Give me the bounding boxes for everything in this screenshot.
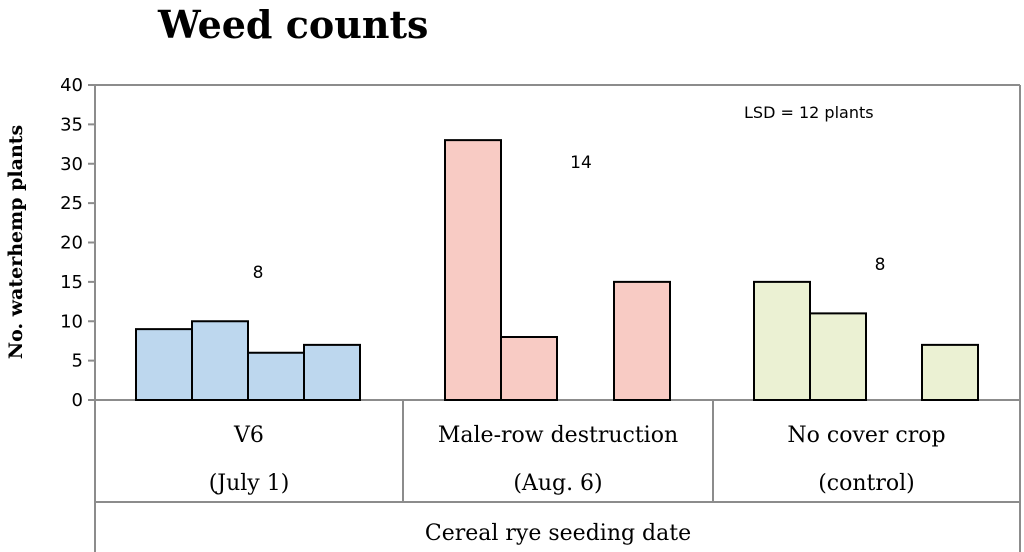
bars — [135, 139, 979, 401]
bar — [303, 343, 361, 401]
y-tick-label: 20 — [60, 233, 83, 254]
y-axis-label: No. waterhemp plants — [5, 125, 27, 360]
category-sublabel: (control) — [818, 471, 915, 496]
category-label: Male-row destruction — [438, 423, 678, 448]
bar — [247, 351, 305, 401]
category-sublabel: (Aug. 6) — [513, 471, 602, 496]
category-label: No cover crop — [787, 423, 945, 448]
axes: 0 5 10 15 20 25 30 35 40 — [60, 75, 1021, 552]
bar — [753, 280, 811, 401]
y-tick-label: 40 — [60, 75, 83, 96]
annotations: 8 14 8 — [253, 153, 886, 283]
y-tick-label: 5 — [72, 351, 83, 372]
y-tick-label: 35 — [60, 114, 83, 135]
bar — [444, 139, 502, 401]
y-tick-label: 0 — [72, 390, 83, 411]
y-tick-label: 30 — [60, 154, 83, 175]
y-tick-label: 15 — [60, 272, 83, 293]
y-tick-label: 10 — [60, 311, 83, 332]
category-sublabel: (July 1) — [209, 471, 290, 496]
bar — [135, 328, 193, 401]
lsd-note: LSD = 12 plants — [744, 103, 874, 122]
x-axis-label: Cereal rye seeding date — [425, 521, 691, 546]
group-annotation: 14 — [570, 153, 592, 173]
category-labels: V6 (July 1) Male-row destruction (Aug. 6) No… — [209, 423, 946, 496]
group-annotation: 8 — [875, 255, 886, 275]
bar — [500, 336, 558, 401]
bar — [921, 343, 979, 401]
bar — [809, 312, 867, 401]
chart-title: Weed counts — [157, 2, 428, 47]
bar — [191, 320, 249, 401]
bar — [613, 280, 671, 401]
y-tick-label: 25 — [60, 193, 83, 214]
group-annotation: 8 — [253, 263, 264, 283]
category-label: V6 — [233, 423, 264, 448]
